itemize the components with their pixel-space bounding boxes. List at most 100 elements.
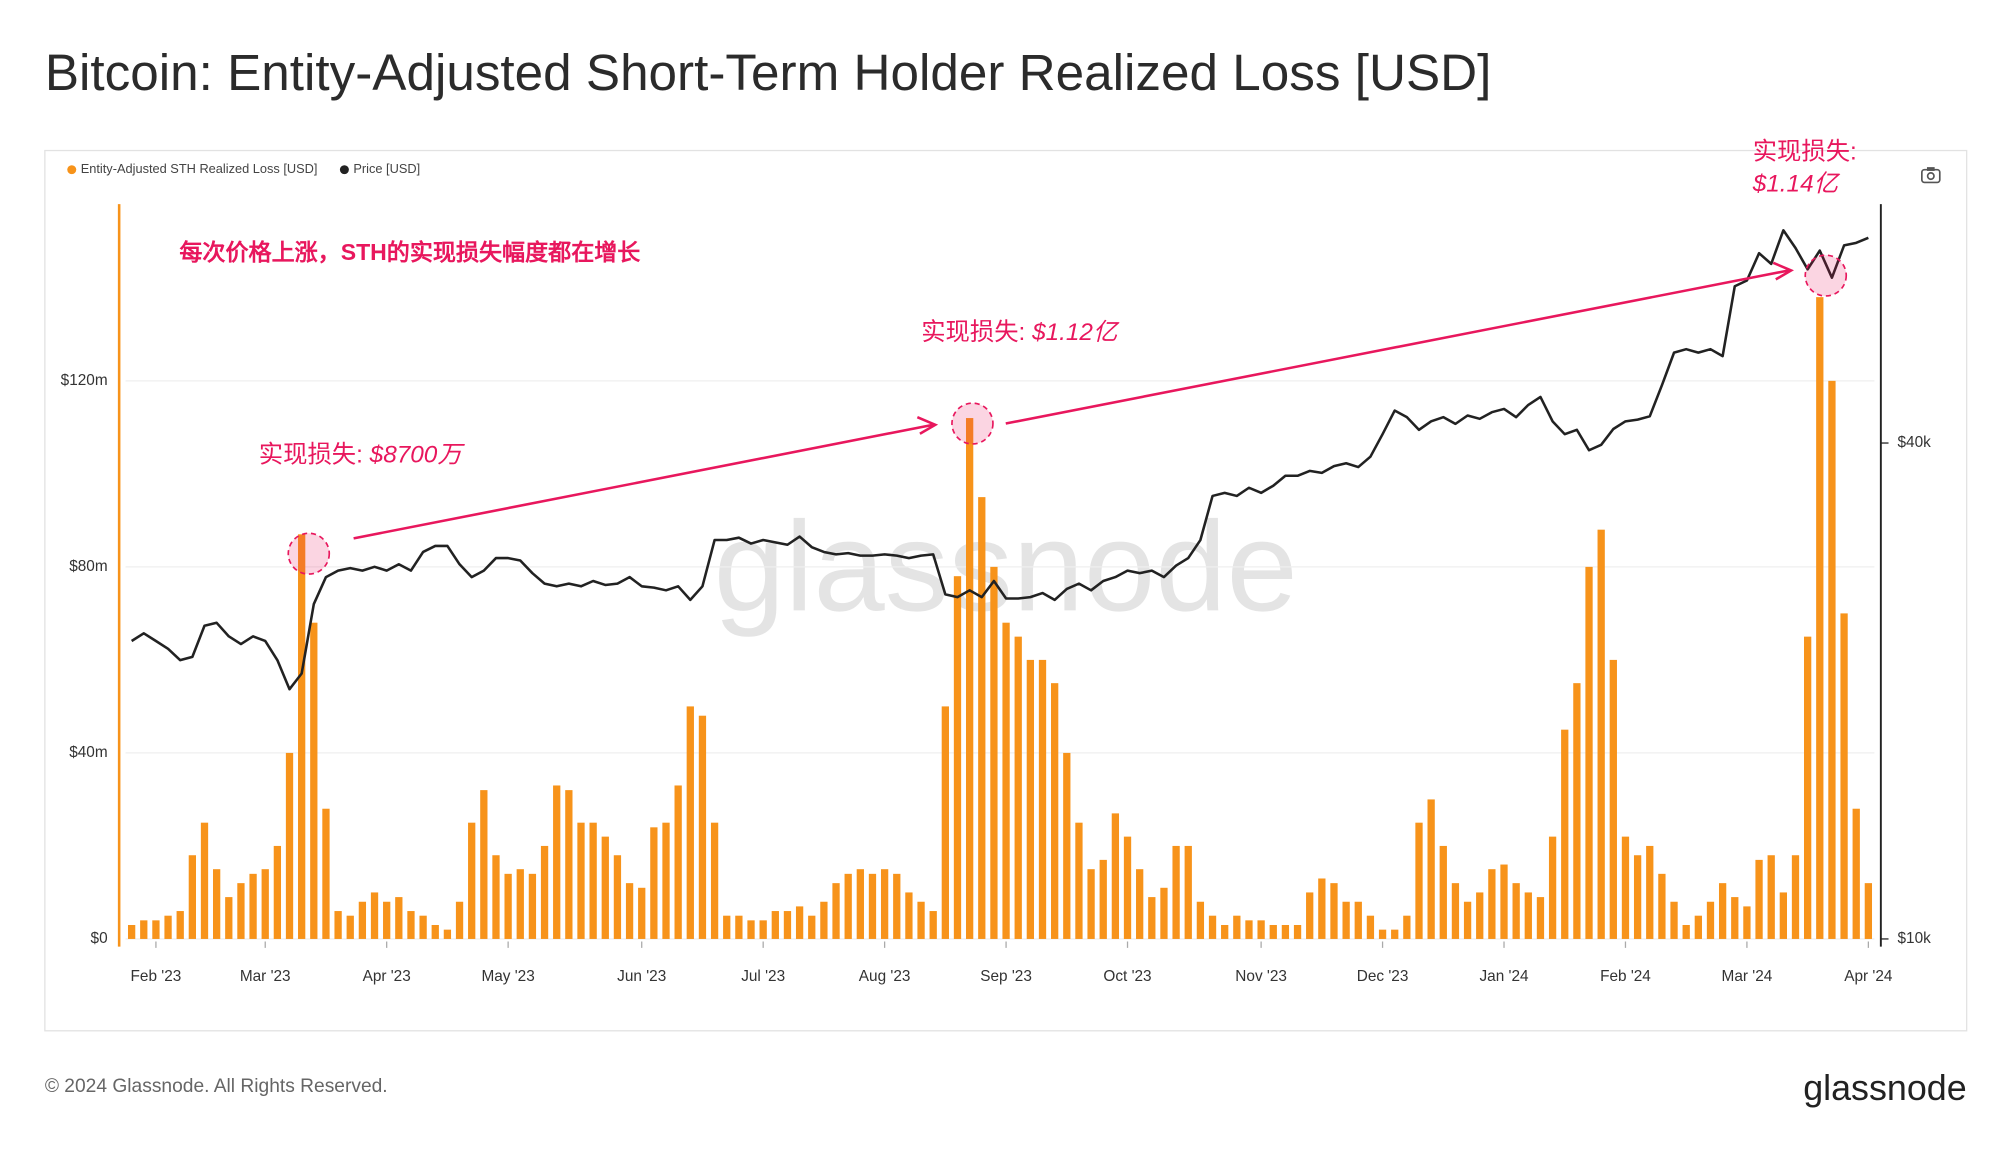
bar — [1002, 622, 1010, 939]
bar — [1148, 897, 1156, 939]
bar — [1233, 915, 1241, 939]
bar — [468, 822, 476, 939]
x-tick-label: Feb '24 — [1600, 968, 1651, 985]
arrow — [1005, 269, 1789, 425]
x-tick-label: Jan '24 — [1479, 968, 1529, 985]
bar — [625, 883, 634, 939]
x-tick-label: Mar '24 — [1722, 968, 1773, 985]
bar — [127, 924, 136, 939]
bar — [1536, 897, 1545, 939]
bar — [978, 497, 986, 939]
bar — [310, 622, 318, 939]
bar — [1670, 901, 1678, 939]
bar — [1609, 659, 1617, 939]
bar — [480, 790, 488, 939]
annotation: 实现损失: $8700万 — [259, 442, 466, 469]
bar — [200, 822, 209, 939]
bar — [1561, 729, 1569, 939]
x-tick-label: Nov '23 — [1235, 968, 1287, 985]
y2-tick-label: $10k — [1898, 930, 1932, 947]
bar — [1803, 636, 1812, 939]
camera-icon[interactable] — [1921, 167, 1941, 184]
annotation-label: 实现损失: — [1753, 139, 1857, 166]
bar — [334, 911, 342, 939]
bar — [905, 892, 913, 939]
bar — [990, 566, 998, 939]
bar — [1026, 659, 1035, 939]
bar — [237, 883, 245, 939]
bar — [1816, 297, 1824, 939]
logo[interactable]: glassnode — [1803, 1068, 1966, 1108]
bar — [188, 855, 197, 939]
bar — [710, 822, 719, 939]
legend-marker — [67, 165, 77, 175]
bar — [1378, 929, 1387, 939]
bar — [771, 911, 779, 939]
bar — [1621, 836, 1630, 939]
bar — [1840, 613, 1848, 939]
x-tick-label: Jun '23 — [617, 968, 666, 985]
bar — [140, 920, 148, 939]
bar — [1427, 799, 1435, 939]
bar — [1597, 529, 1605, 939]
chart-frame — [44, 149, 1968, 1032]
bar — [249, 873, 257, 939]
bar — [419, 915, 427, 939]
bar — [613, 855, 622, 939]
bar — [1646, 845, 1654, 939]
y-tick-label: $80m — [69, 558, 107, 575]
bar — [723, 915, 731, 939]
bar — [492, 855, 500, 939]
highlight-circle — [1804, 254, 1848, 297]
x-tick-label: Feb '23 — [131, 968, 182, 985]
bar — [965, 418, 974, 939]
annotations — [287, 254, 1848, 575]
chart-title: Bitcoin: Entity-Adjusted Short-Term Hold… — [45, 44, 1492, 101]
bar — [1439, 845, 1447, 939]
bar — [674, 785, 682, 939]
bar — [1051, 683, 1059, 939]
x-tick-label: Dec '23 — [1357, 968, 1409, 985]
bar — [808, 915, 816, 939]
bar — [880, 869, 889, 939]
bar — [1208, 915, 1217, 939]
bar — [176, 911, 184, 939]
legend-marker — [339, 165, 349, 175]
bar — [285, 752, 294, 939]
bar — [941, 706, 949, 939]
bar — [1463, 901, 1472, 939]
bar — [1524, 892, 1532, 939]
bar — [261, 869, 269, 939]
bar — [686, 706, 694, 939]
bar — [662, 822, 670, 939]
x-tick-label: Mar '23 — [240, 968, 291, 985]
annotation: 实现损失: $1.12亿 — [921, 320, 1120, 347]
bar — [358, 901, 367, 939]
bar — [504, 873, 512, 939]
bar — [783, 911, 792, 939]
bar — [1633, 855, 1642, 939]
bar — [1743, 906, 1751, 939]
annotation-amount: $1.12亿 — [1031, 320, 1120, 347]
bar — [370, 892, 379, 939]
footer: © 2024 Glassnode. All Rights Reserved. — [45, 1076, 388, 1097]
bar — [298, 534, 306, 939]
annotation-amount: $1.14亿 — [1752, 170, 1841, 197]
bar — [1573, 683, 1581, 939]
bar — [407, 911, 415, 939]
arrow-head — [916, 415, 939, 435]
bar — [1269, 924, 1277, 939]
annotation-label: 实现损失: — [921, 320, 1025, 347]
bar — [1354, 901, 1362, 939]
bar — [1172, 845, 1180, 939]
arrow — [353, 423, 933, 540]
bar — [1658, 873, 1666, 939]
bar — [1828, 380, 1836, 939]
bar — [1512, 883, 1520, 939]
bar — [1451, 883, 1460, 939]
legend-label: Price [USD] — [353, 161, 420, 176]
headline: 每次价格上涨，STH的实现损失幅度都在增长 — [179, 239, 641, 265]
highlight-circle — [951, 402, 994, 445]
